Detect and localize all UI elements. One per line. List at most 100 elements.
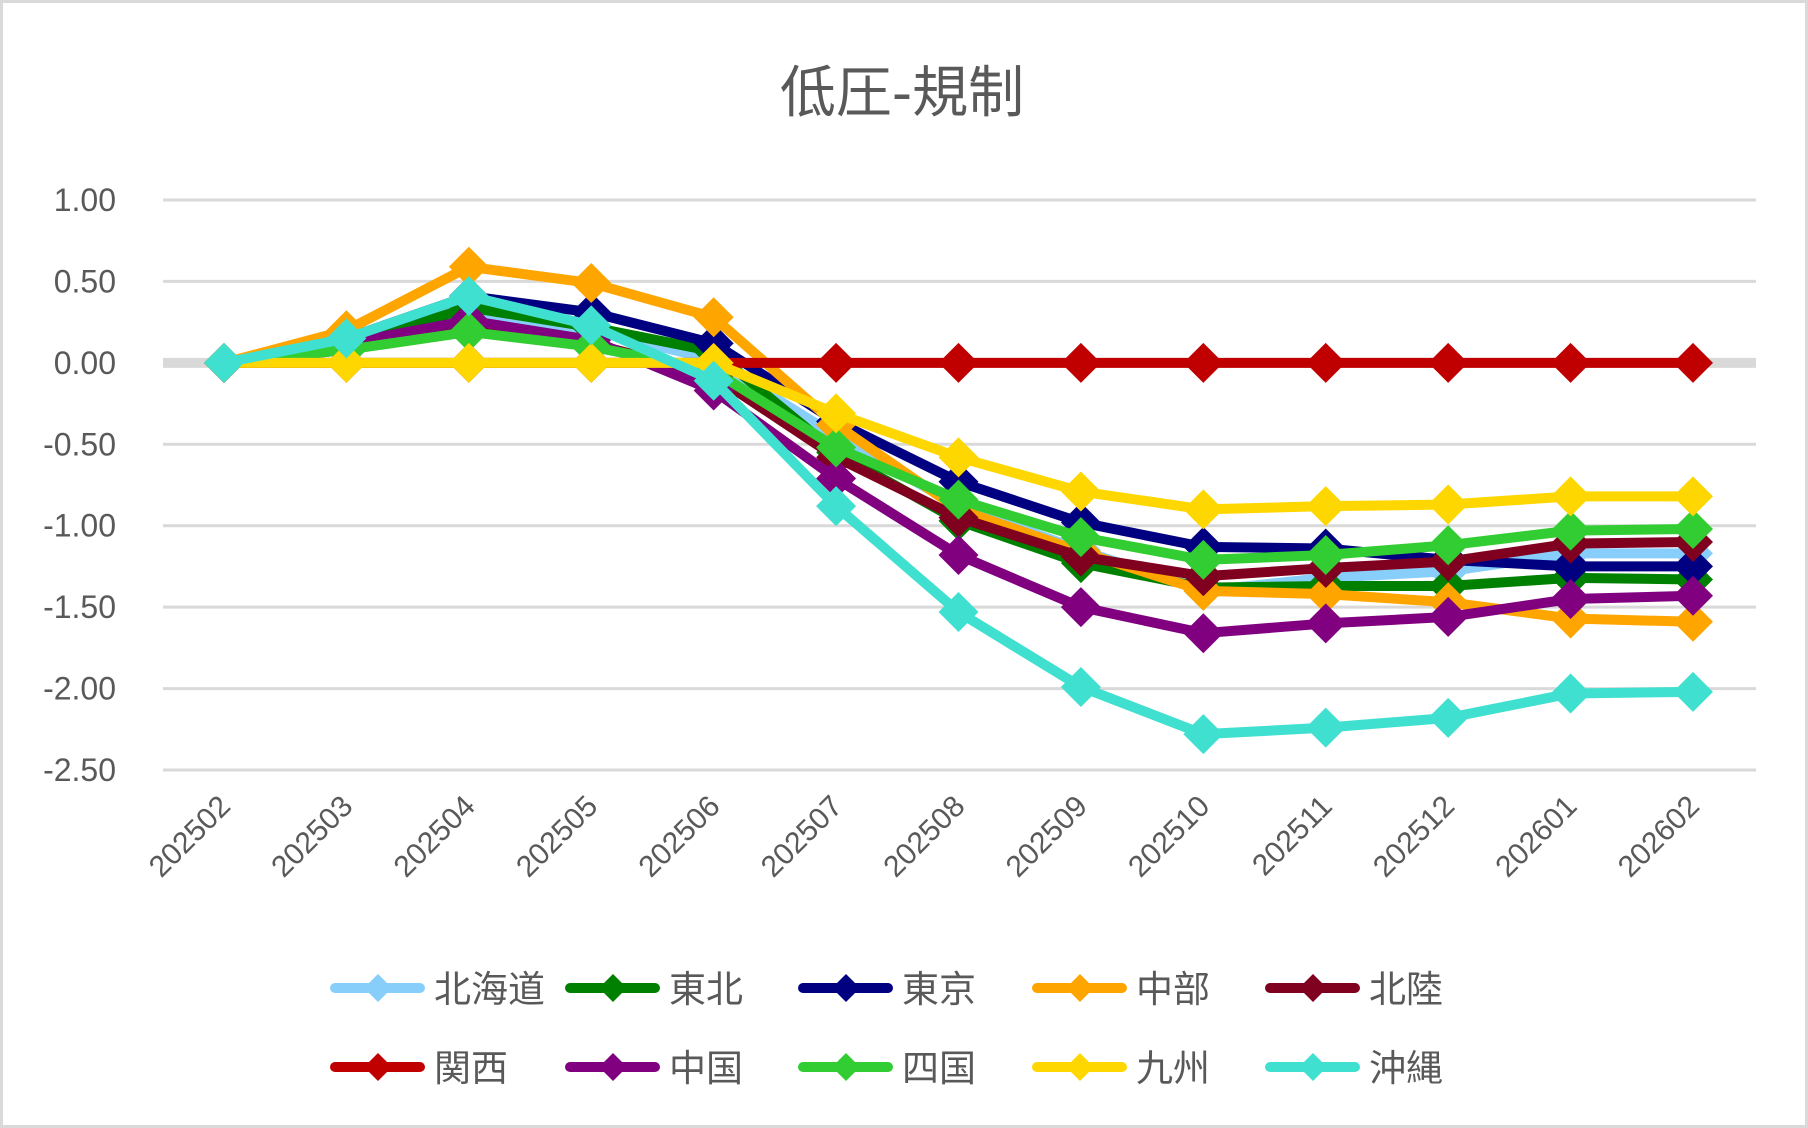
data-point-marker[interactable] <box>816 393 857 434</box>
legend-item[interactable]: 関西 <box>330 1047 508 1090</box>
data-point-marker[interactable] <box>1428 484 1469 525</box>
x-tick-label: 202510 <box>1122 790 1216 884</box>
data-point-marker[interactable] <box>1305 603 1346 644</box>
data-point-marker[interactable] <box>938 535 979 576</box>
data-point-marker[interactable] <box>693 360 734 401</box>
data-point-marker[interactable] <box>693 297 734 338</box>
data-point-marker[interactable] <box>1673 671 1713 712</box>
data-point-marker[interactable] <box>1673 601 1713 642</box>
x-tick-label: 202505 <box>510 790 604 884</box>
data-point-marker[interactable] <box>938 479 979 520</box>
data-point-marker[interactable] <box>1183 489 1224 530</box>
data-point-marker[interactable] <box>1183 539 1224 580</box>
data-point-marker[interactable] <box>816 342 857 383</box>
legend-item[interactable]: 沖縄 <box>1265 1047 1443 1090</box>
data-point-marker[interactable] <box>1550 579 1591 619</box>
data-point-marker[interactable] <box>1428 596 1469 637</box>
legend-label: 東京 <box>902 968 976 1011</box>
data-point-marker[interactable] <box>1550 510 1591 551</box>
data-point-marker[interactable] <box>571 263 612 304</box>
data-point-marker[interactable] <box>1060 471 1101 512</box>
data-point-marker[interactable] <box>938 592 979 633</box>
x-tick-label: 202502 <box>143 790 237 884</box>
x-tick-label: 202512 <box>1367 790 1461 884</box>
legend-item[interactable]: 北海道 <box>330 968 545 1011</box>
data-point-marker[interactable] <box>1305 535 1346 576</box>
data-point-marker[interactable] <box>448 342 489 383</box>
legend-label: 四国 <box>902 1047 976 1090</box>
data-point-marker[interactable] <box>1183 613 1224 654</box>
data-point-marker[interactable] <box>1305 574 1346 615</box>
data-point-marker[interactable] <box>1060 587 1101 628</box>
data-point-marker[interactable] <box>1673 546 1713 587</box>
legend-label: 中国 <box>669 1047 743 1090</box>
x-tick-label: 202511 <box>1246 790 1339 883</box>
series-九州 <box>204 342 1713 530</box>
x-tick-label: 202507 <box>755 790 849 884</box>
y-tick-label: -2.50 <box>43 752 116 788</box>
legend-label: 東北 <box>669 968 743 1011</box>
y-tick-label: -0.50 <box>43 426 116 462</box>
legend-label: 九州 <box>1136 1047 1210 1090</box>
data-point-marker[interactable] <box>1428 697 1469 738</box>
data-point-marker[interactable] <box>1673 575 1713 616</box>
data-point-marker[interactable] <box>1673 508 1713 549</box>
data-point-marker[interactable] <box>448 276 489 317</box>
x-axis-tick-labels: 202502 202503 202504 202505 202506 202507 2025… <box>143 790 1706 884</box>
y-tick-label: 1.00 <box>54 182 116 218</box>
legend-item[interactable]: 東京 <box>798 968 976 1011</box>
legend-item[interactable]: 四国 <box>798 1047 976 1090</box>
data-point-marker[interactable] <box>1550 546 1591 587</box>
legend-label: 北海道 <box>434 968 545 1011</box>
y-tick-label: -1.00 <box>43 508 116 544</box>
data-point-marker[interactable] <box>571 305 612 346</box>
data-point-marker[interactable] <box>1305 342 1346 383</box>
legend-diamond-icon <box>832 1053 860 1081</box>
legend-item[interactable]: 中部 <box>1032 968 1210 1011</box>
data-point-marker[interactable] <box>1060 517 1101 558</box>
data-point-marker[interactable] <box>1550 673 1591 714</box>
data-point-marker[interactable] <box>1183 714 1224 755</box>
data-point-marker[interactable] <box>816 486 857 527</box>
y-tick-label: -1.50 <box>43 589 116 625</box>
data-point-marker[interactable] <box>816 458 857 499</box>
legend-item[interactable]: 九州 <box>1032 1047 1210 1090</box>
legend-item[interactable]: 東北 <box>565 968 743 1011</box>
data-point-marker[interactable] <box>1428 525 1469 566</box>
x-tick-label: 202509 <box>1000 790 1094 884</box>
data-point-marker[interactable] <box>1673 476 1713 517</box>
data-point-marker[interactable] <box>326 318 367 359</box>
legend-label: 北陸 <box>1369 968 1443 1011</box>
data-point-marker[interactable] <box>1673 342 1713 383</box>
data-point-marker[interactable] <box>448 246 489 287</box>
data-point-marker[interactable] <box>1060 666 1101 707</box>
data-point-marker[interactable] <box>1428 342 1469 383</box>
x-tick-label: 202506 <box>632 790 726 884</box>
data-point-marker[interactable] <box>204 342 244 383</box>
data-point-marker[interactable] <box>1305 486 1346 527</box>
legend-label: 関西 <box>434 1047 508 1090</box>
data-point-marker[interactable] <box>1060 342 1101 383</box>
legend-diamond-icon <box>599 1053 627 1081</box>
data-point-marker[interactable] <box>1550 342 1591 383</box>
data-point-marker[interactable] <box>1550 476 1591 517</box>
legend-diamond-icon <box>1066 974 1094 1002</box>
legend-item[interactable]: 北陸 <box>1265 968 1443 1011</box>
y-axis-tick-labels: 1.00 0.50 0.00 -0.50 -1.00 -1.50 -2.00 -2.50 <box>43 182 116 788</box>
legend-diamond-icon <box>599 974 627 1002</box>
legend-item[interactable]: 中国 <box>565 1047 743 1090</box>
data-point-marker[interactable] <box>938 437 979 478</box>
series-沖縄 <box>204 276 1713 755</box>
data-point-marker[interactable] <box>571 342 612 383</box>
data-point-marker[interactable] <box>1305 707 1346 748</box>
data-point-marker[interactable] <box>326 342 367 383</box>
data-point-marker[interactable] <box>938 342 979 383</box>
legend-diamond-icon <box>1299 1053 1327 1081</box>
data-point-marker[interactable] <box>1183 342 1224 383</box>
data-point-marker[interactable] <box>816 427 857 468</box>
chart-title: 低圧-規制 <box>780 61 1024 126</box>
data-point-marker[interactable] <box>448 311 489 352</box>
legend-diamond-icon <box>832 974 860 1002</box>
